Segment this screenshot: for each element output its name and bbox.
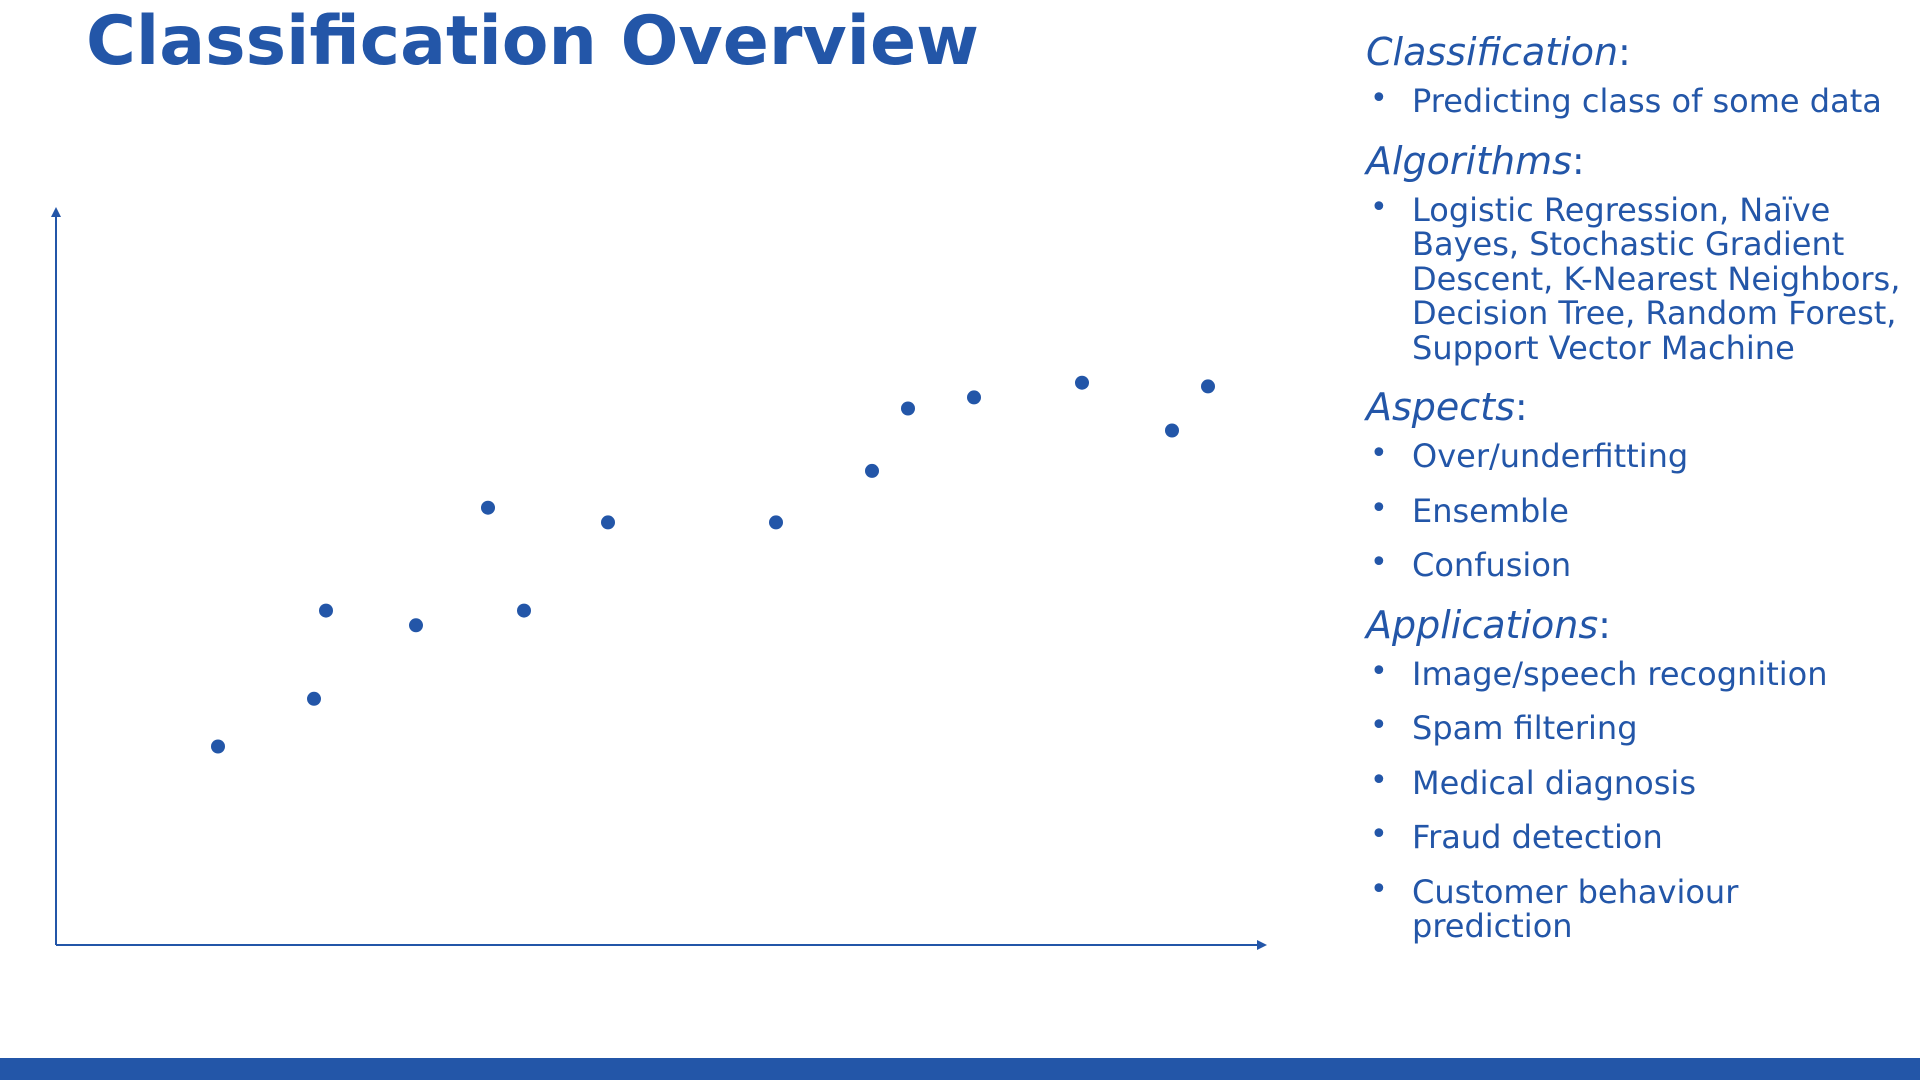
data-point xyxy=(1075,375,1089,390)
slide-title: Classification Overview xyxy=(86,2,979,81)
data-points xyxy=(211,375,1215,754)
list-item-text: Customer behaviour prediction xyxy=(1412,872,1739,945)
bullet-icon: • xyxy=(1370,708,1388,743)
data-point xyxy=(319,603,333,618)
section-heading: Applications: xyxy=(1366,603,1906,647)
bullet-icon: • xyxy=(1370,871,1388,907)
bullet-list: • Over/underfitting • Ensemble • Confusion xyxy=(1366,439,1906,583)
list-item-text: Logistic Regression, Naïve Bayes, Stocha… xyxy=(1412,190,1901,367)
section-heading-text: Applications xyxy=(1366,602,1599,647)
bullet-icon: • xyxy=(1370,545,1388,580)
section-heading-colon: : xyxy=(1571,138,1585,183)
list-item: • Confusion xyxy=(1366,548,1906,583)
section-heading-text: Classification xyxy=(1366,30,1619,74)
list-item-text: Spam filtering xyxy=(1412,709,1638,747)
list-item: • Logistic Regression, Naïve Bayes, Stoch… xyxy=(1366,189,1906,367)
bullet-icon: • xyxy=(1370,189,1388,225)
bullet-list: • Predicting class of some data xyxy=(1366,84,1906,119)
list-item: • Over/underfitting xyxy=(1366,439,1906,474)
list-item: • Predicting class of some data xyxy=(1366,84,1906,119)
section-heading: Algorithms: xyxy=(1366,139,1906,183)
section-heading-text: Algorithms xyxy=(1366,138,1572,183)
data-point xyxy=(769,515,783,530)
scatter-plot xyxy=(51,207,1267,950)
data-point xyxy=(517,603,531,618)
list-item-text: Medical diagnosis xyxy=(1412,763,1696,802)
data-point xyxy=(211,739,225,754)
data-point xyxy=(409,618,423,633)
data-point xyxy=(967,390,981,405)
list-item-text: Ensemble xyxy=(1412,491,1569,530)
list-item-text: Predicting class of some data xyxy=(1412,82,1882,120)
footer-bar xyxy=(0,1058,1920,1080)
section-heading-text: Aspects xyxy=(1366,385,1515,429)
data-point xyxy=(601,515,615,530)
data-point xyxy=(901,401,915,416)
data-point xyxy=(865,463,879,478)
section-heading-colon: : xyxy=(1618,30,1631,74)
bullet-list: • Image/speech recognition • Spam filtering… xyxy=(1366,653,1906,945)
right-panel: Classification: • Predicting class of some… xyxy=(1366,30,1906,964)
bullet-icon: • xyxy=(1370,762,1388,798)
data-point xyxy=(1201,379,1215,394)
bullet-icon: • xyxy=(1370,653,1388,689)
section-heading: Classification: xyxy=(1366,30,1906,74)
bullet-icon: • xyxy=(1370,81,1388,116)
list-item-text: Image/speech recognition xyxy=(1412,654,1828,693)
list-item: • Ensemble xyxy=(1366,490,1906,530)
bullet-icon: • xyxy=(1370,490,1388,526)
list-item: • Fraud detection xyxy=(1366,820,1906,855)
data-point xyxy=(1165,423,1179,438)
section-heading: Aspects: xyxy=(1366,385,1906,429)
section-heading-colon: : xyxy=(1514,385,1528,429)
bullet-icon: • xyxy=(1370,436,1388,471)
list-item: • Medical diagnosis xyxy=(1366,762,1906,802)
list-item: • Spam filtering xyxy=(1366,711,1906,746)
data-point xyxy=(481,500,495,515)
list-item: • Image/speech recognition xyxy=(1366,653,1906,693)
list-item-text: Over/underfitting xyxy=(1412,437,1689,475)
section-heading-colon: : xyxy=(1598,602,1611,647)
data-point xyxy=(307,691,321,706)
bullet-list: • Logistic Regression, Naïve Bayes, Stoch… xyxy=(1366,189,1906,367)
list-item-text: Fraud detection xyxy=(1412,818,1663,856)
list-item: • Customer behaviour prediction xyxy=(1366,871,1906,945)
list-item-text: Confusion xyxy=(1412,546,1572,584)
bullet-icon: • xyxy=(1370,817,1388,852)
